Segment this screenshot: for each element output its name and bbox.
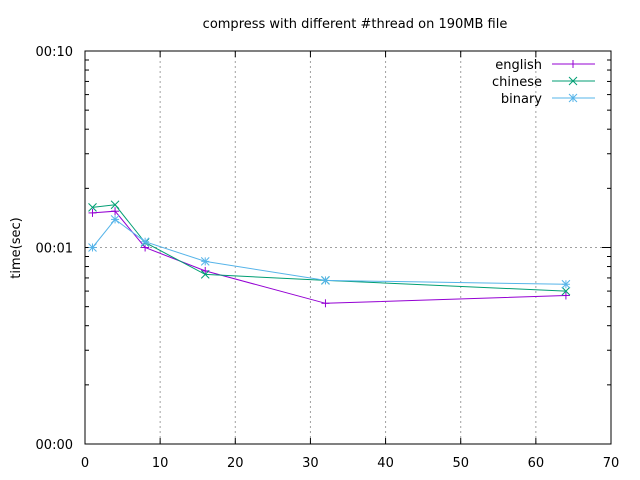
- marker-stroke: [88, 203, 97, 212]
- series-line-chinese: [92, 204, 566, 292]
- x-tick-label: 60: [528, 456, 545, 471]
- x-tick-label: 10: [152, 456, 169, 471]
- data-point-binary: [321, 276, 330, 285]
- marker-stroke: [140, 237, 150, 247]
- data-point-binary: [110, 215, 120, 224]
- legend: english chinese binary: [492, 58, 595, 107]
- grid-lines: [85, 51, 611, 444]
- x-tick-label: 50: [452, 456, 469, 471]
- legend-marker-chinese: [568, 76, 578, 86]
- data-point-chinese: [561, 286, 571, 296]
- data-point-english: [201, 266, 210, 275]
- x-tick-label: 70: [603, 456, 620, 471]
- marker-stroke: [200, 257, 210, 266]
- x-tick-label: 40: [377, 456, 394, 471]
- y-tick-label: 00:10: [36, 45, 73, 60]
- marker-stroke: [568, 76, 578, 86]
- legend-marker-english: [569, 60, 577, 68]
- data-point-binary: [561, 279, 571, 289]
- x-tick-label: 0: [81, 456, 89, 471]
- legend-marker-binary: [568, 93, 578, 103]
- series-line-english: [92, 210, 566, 304]
- data-point-english: [88, 208, 97, 217]
- y-axis-label: time(sec): [9, 217, 24, 278]
- data-point-english: [321, 299, 330, 308]
- data-point-chinese: [110, 200, 120, 210]
- x-tick-label: 20: [227, 456, 244, 471]
- legend-label: english: [495, 58, 542, 73]
- marker-stroke: [568, 93, 578, 103]
- legend-label: binary: [501, 92, 542, 107]
- x-tick-label: 30: [302, 456, 319, 471]
- data-point-chinese: [88, 203, 97, 212]
- data-point-binary: [88, 243, 97, 252]
- marker-stroke: [110, 200, 120, 210]
- marker-stroke: [321, 276, 330, 285]
- marker-stroke: [561, 286, 571, 296]
- chart-title: compress with different #thread on 190MB…: [203, 17, 508, 32]
- marker-stroke: [110, 215, 120, 224]
- series-layer: [88, 200, 571, 308]
- data-point-english: [561, 291, 570, 300]
- y-tick-label: 00:01: [36, 242, 73, 257]
- data-point-english: [111, 207, 120, 216]
- data-point-chinese: [200, 270, 210, 279]
- series-line-binary: [92, 218, 566, 285]
- marker-stroke: [88, 243, 97, 252]
- marker-stroke: [200, 270, 210, 279]
- y-tick-label: 00:00: [36, 438, 73, 453]
- legend-label: chinese: [492, 75, 542, 90]
- marker-stroke: [561, 279, 571, 289]
- plot-frame: [84, 50, 612, 445]
- data-point-binary: [140, 237, 150, 247]
- data-point-binary: [200, 257, 210, 266]
